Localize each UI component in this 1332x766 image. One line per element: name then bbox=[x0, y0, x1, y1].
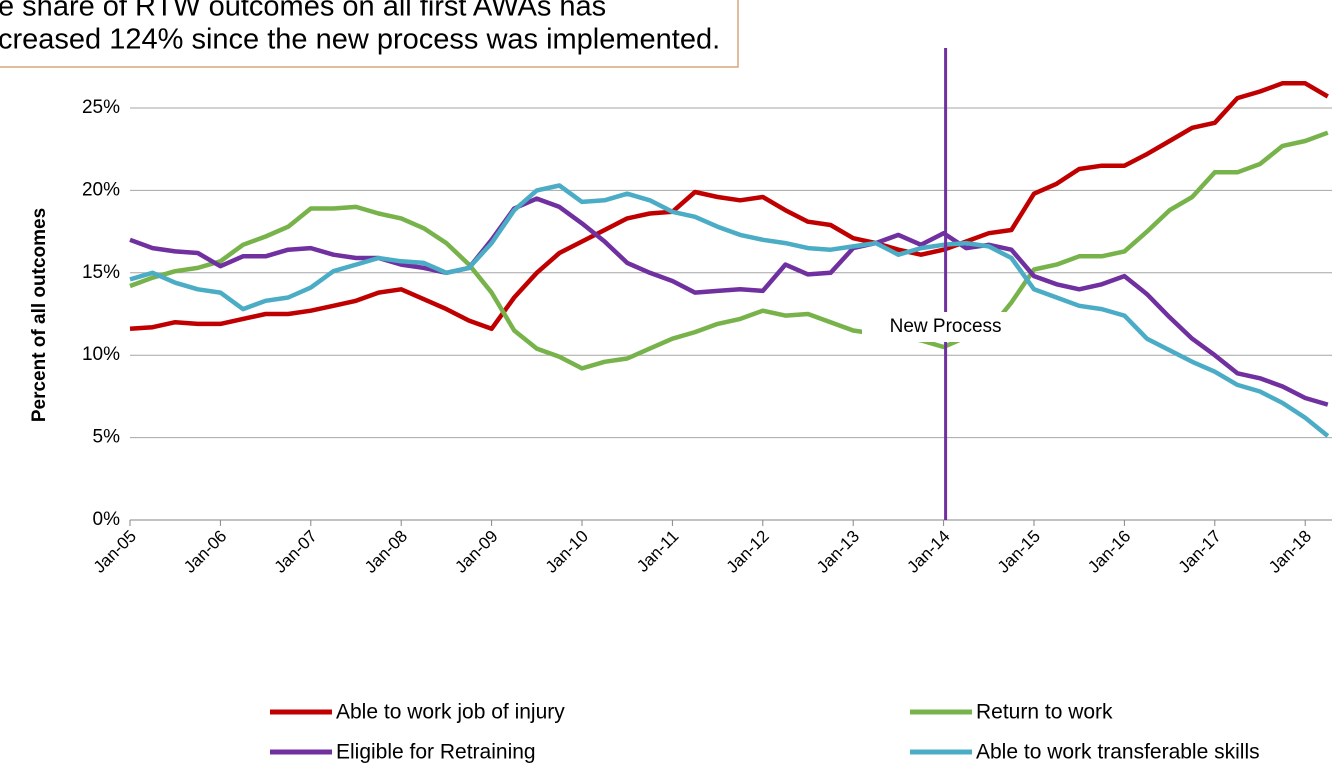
legend-label: Able to work transferable skills bbox=[976, 741, 1260, 764]
x-tick-label: Jan-14 bbox=[903, 527, 953, 577]
y-axis-label: Percent of all outcomes bbox=[29, 208, 50, 422]
legend-label: Return to work bbox=[976, 701, 1113, 724]
annotation-text: e share of RTW outcomes on all first AWA… bbox=[0, 0, 606, 23]
y-tick-label: 5% bbox=[93, 427, 121, 448]
y-tick-label: 15% bbox=[82, 262, 120, 283]
x-tick-label: Jan-11 bbox=[633, 527, 682, 576]
x-tick-label: Jan-10 bbox=[542, 527, 592, 577]
x-tick-label: Jan-09 bbox=[451, 527, 501, 577]
x-tick-label: Jan-12 bbox=[723, 527, 773, 577]
y-tick-label: 20% bbox=[82, 179, 120, 200]
series-line bbox=[129, 130, 1329, 371]
x-tick-label: Jan-07 bbox=[271, 527, 321, 577]
series-line bbox=[129, 183, 1330, 438]
x-tick-label: Jan-18 bbox=[1265, 527, 1315, 577]
x-tick-label: Jan-08 bbox=[361, 527, 411, 577]
x-tick-label: Jan-16 bbox=[1084, 527, 1134, 577]
event-label-bg bbox=[862, 312, 1028, 342]
x-tick-label: Jan-17 bbox=[1175, 527, 1225, 577]
annotation-text: creased 124% since the new process was i… bbox=[0, 24, 720, 56]
y-tick-label: 0% bbox=[93, 509, 121, 530]
x-tick-label: Jan-05 bbox=[90, 527, 140, 577]
legend-label: Eligible for Retraining bbox=[336, 741, 536, 764]
annotation-box bbox=[0, 0, 739, 68]
y-tick-label: 10% bbox=[82, 344, 120, 365]
legend-label: Able to work job of injury bbox=[336, 701, 565, 724]
x-tick-label: Jan-15 bbox=[994, 527, 1044, 577]
series-line bbox=[129, 81, 1329, 332]
x-tick-label: Jan-13 bbox=[813, 527, 863, 577]
x-tick-label: Jan-06 bbox=[180, 527, 230, 577]
series-line bbox=[129, 196, 1329, 407]
y-tick-label: 25% bbox=[82, 97, 120, 118]
event-label: New Process bbox=[890, 316, 1002, 337]
